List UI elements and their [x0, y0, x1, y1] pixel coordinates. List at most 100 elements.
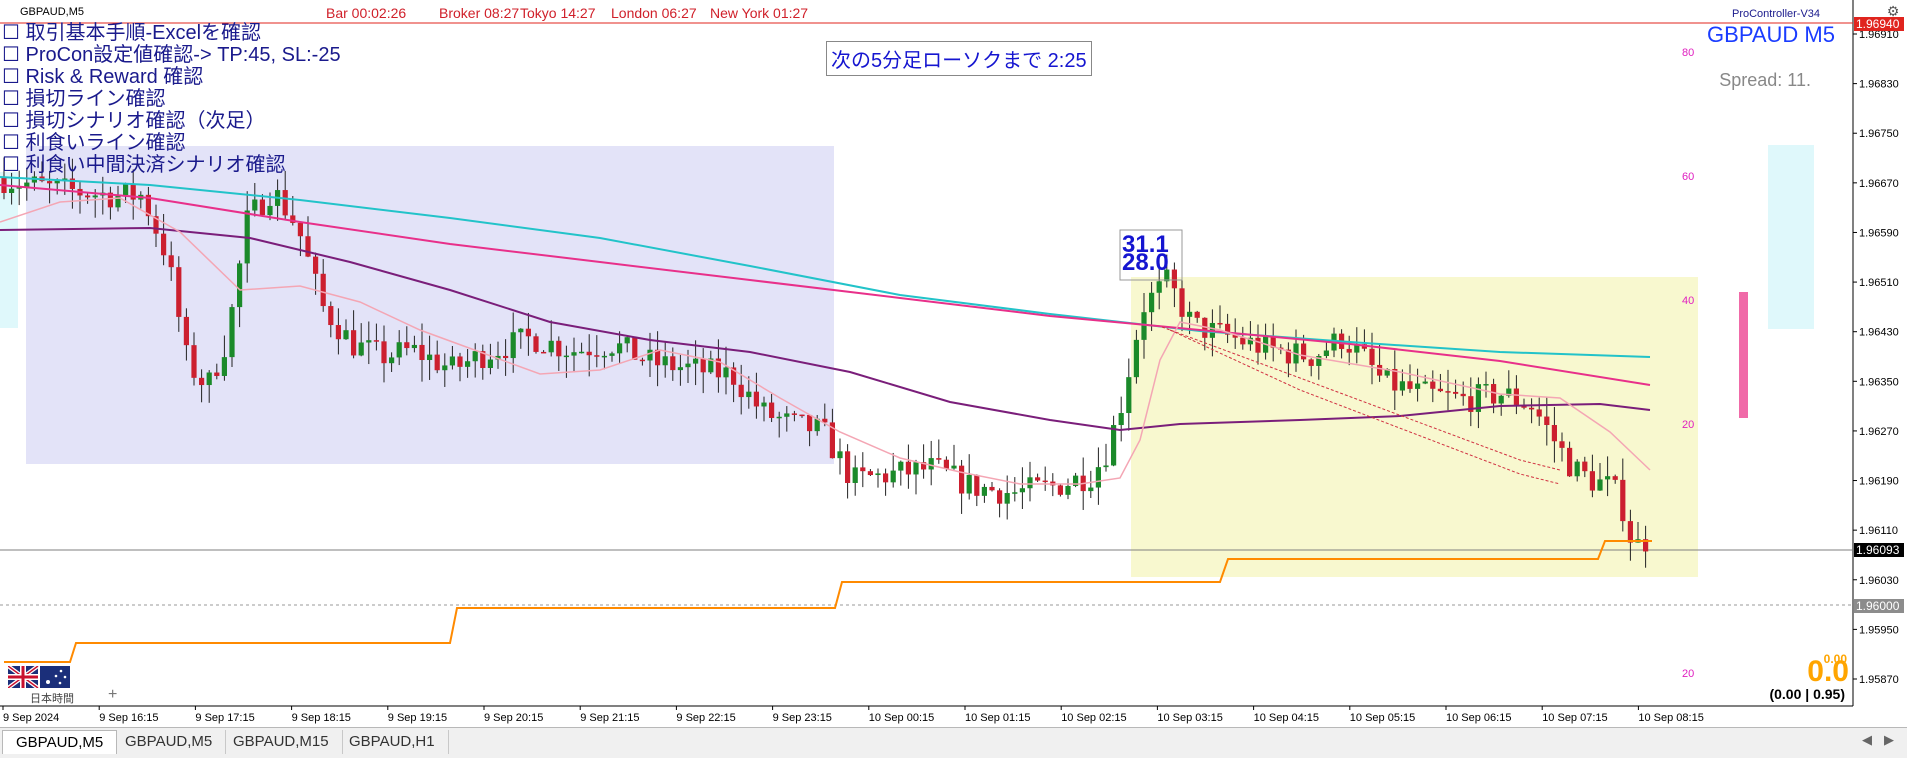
checklist-item[interactable]: ☐ 損切シナリオ確認（次足） [2, 110, 266, 132]
bear-candle [1179, 288, 1185, 317]
bear-candle [328, 306, 334, 326]
tab-gbpaud-h1[interactable]: GBPAUD,H1 [336, 730, 449, 754]
bull-candle [487, 359, 493, 368]
bull-candle [898, 461, 904, 471]
bull-candle [708, 358, 714, 373]
bull-candle [1247, 337, 1253, 345]
bear-candle [183, 316, 189, 346]
bear-candle [130, 183, 136, 200]
bear-candle [1612, 476, 1618, 480]
price-axis-label: 1.96430 [1859, 327, 1899, 339]
checklist: ☐ 取引基本手順-Excelを確認 ☐ ProCon設定値確認-> TP:45,… [2, 22, 341, 176]
bull-candle [358, 342, 364, 356]
bull-candle [24, 182, 30, 187]
bear-candle [1589, 471, 1595, 491]
bear-candle [176, 267, 182, 317]
bear-candle [1544, 416, 1550, 426]
bear-candle [1430, 381, 1436, 389]
tab-gbpaud-m5[interactable]: GBPAUD,M5 [112, 730, 227, 754]
checklist-item[interactable]: ☐ 利食い中間決済シナリオ確認 [2, 154, 286, 176]
bull-candle [1506, 388, 1512, 396]
bear-candle [799, 414, 805, 417]
bull-candle [1605, 476, 1611, 480]
bear-candle [480, 351, 486, 368]
time-axis-label: 9 Sep 23:15 [773, 712, 832, 724]
bull-candle [1323, 350, 1329, 356]
checklist-item[interactable]: ☐ 利食いライン確認 [2, 132, 186, 154]
bear-candle [586, 351, 592, 356]
bull-candle [723, 367, 729, 378]
time-axis-label: 10 Sep 05:15 [1350, 712, 1415, 724]
checklist-item[interactable]: ☐ 取引基本手順-Excelを確認 [2, 22, 262, 44]
checklist-item[interactable]: ☐ 損切ライン確認 [2, 88, 166, 110]
gear-icon[interactable]: ⚙ [1886, 3, 1900, 19]
time-axis-label: 9 Sep 18:15 [292, 712, 351, 724]
price-chart[interactable]: 1.96910 1.96830 1.96750 1.96670 1.96590 1.965… [0, 0, 1907, 727]
price-axis-label: 1.95870 [1859, 674, 1899, 686]
bull-candle [647, 349, 653, 361]
bear-candle [822, 418, 828, 423]
price-axis-label: 1.96350 [1859, 376, 1899, 388]
bull-candle [1103, 465, 1109, 468]
checklist-item[interactable]: ☐ Risk & Reward 確認 [2, 66, 204, 88]
bear-candle [1643, 539, 1649, 552]
bull-candle [495, 355, 501, 360]
bear-candle [1445, 391, 1451, 393]
bear-candle [1240, 337, 1246, 345]
bull-candle [389, 357, 395, 364]
price-axis-label: 1.96510 [1859, 277, 1899, 289]
chart-window[interactable]: 1.96910 1.96830 1.96750 1.96670 1.96590 1.965… [0, 0, 1907, 727]
bear-candle [282, 190, 288, 216]
gbp-aud-flag-icon [8, 666, 70, 688]
bear-candle [997, 490, 1003, 504]
bear-candle [1407, 381, 1413, 389]
bear-candle [1057, 485, 1063, 495]
bull-candle [814, 418, 820, 432]
bull-candle [1164, 269, 1170, 282]
checklist-item[interactable]: ☐ ProCon設定値確認-> TP:45, SL:-25 [2, 44, 341, 66]
bull-candle [951, 465, 957, 469]
bull-candle [852, 467, 858, 483]
bull-candle [928, 458, 934, 470]
bear-candle [1217, 322, 1223, 325]
bull-candle [693, 358, 699, 364]
tab-gbpaud-m5-active[interactable]: GBPAUD,M5 [2, 730, 118, 754]
bar-timer: Bar 00:02:26 [326, 5, 407, 21]
pink-bar [1739, 292, 1748, 418]
bear-candle [1377, 364, 1383, 376]
tab-gbpaud-m15[interactable]: GBPAUD,M15 [220, 730, 343, 754]
bear-candle [632, 337, 638, 360]
round-level-price-box: 1.96000 [1854, 599, 1904, 613]
price-axis-label: 1.96590 [1859, 227, 1899, 239]
bear-candle [700, 358, 706, 373]
bull-candle [1354, 344, 1360, 353]
tab-scroll-left-icon[interactable]: ◀ [1862, 732, 1872, 747]
bear-candle [1194, 311, 1200, 318]
bull-candle [221, 357, 227, 376]
bull-candle [1027, 477, 1033, 489]
bull-candle [343, 330, 349, 340]
bull-candle [1498, 395, 1504, 404]
bear-candle [47, 181, 53, 184]
time-axis-label: 9 Sep 2024 [3, 712, 59, 724]
bear-candle [168, 255, 174, 268]
bear-candle [404, 342, 410, 349]
tab-scroll-right-icon[interactable]: ▶ [1884, 732, 1894, 747]
bull-candle [16, 186, 22, 189]
symbol-timeframe-label: GBPAUD,M5 [20, 6, 84, 18]
bull-candle [92, 195, 98, 198]
bear-candle [1620, 479, 1626, 522]
bear-candle [313, 256, 319, 274]
bear-candle [989, 486, 995, 491]
bull-candle [115, 195, 121, 208]
add-icon[interactable]: + [108, 686, 118, 703]
bear-candle [1437, 388, 1443, 392]
bull-candle [677, 367, 683, 371]
trend-line-b [1169, 329, 1561, 485]
time-axis-label: 10 Sep 07:15 [1542, 712, 1607, 724]
bull-candle [206, 372, 212, 386]
bull-candle [1073, 475, 1079, 486]
time-axis-label: 10 Sep 03:15 [1157, 712, 1222, 724]
bear-candle [1567, 447, 1573, 477]
bull-candle [913, 462, 919, 475]
